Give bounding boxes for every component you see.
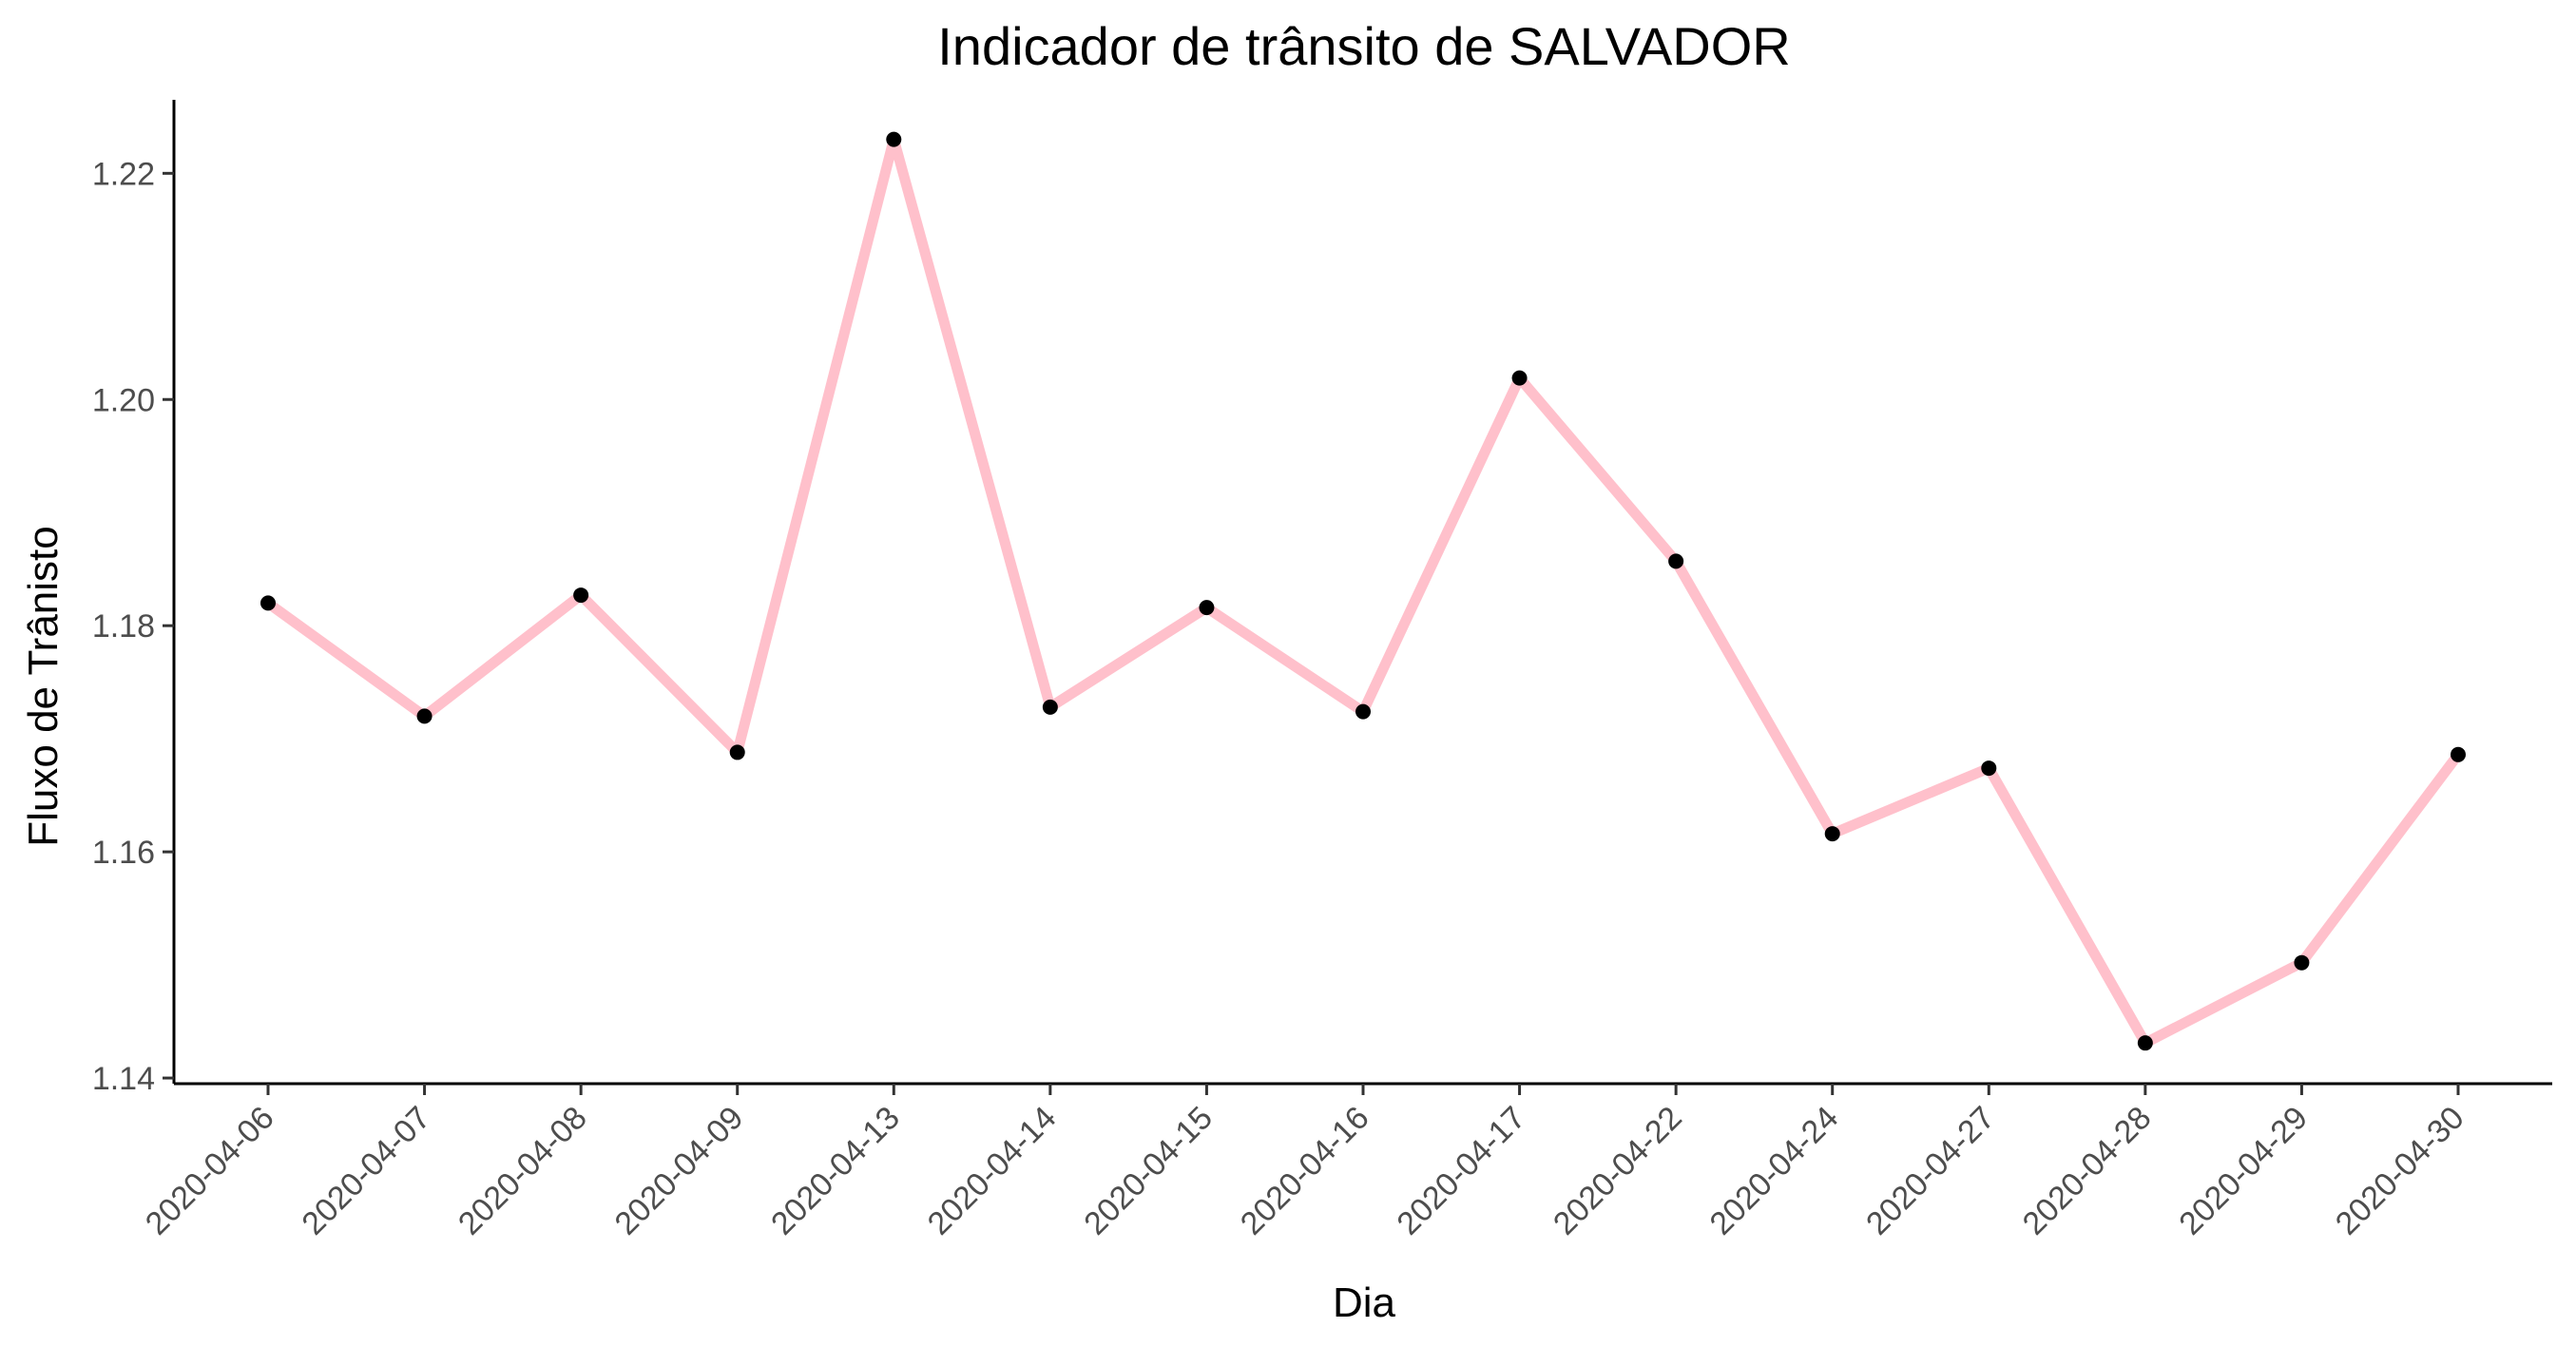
data-point [1668, 553, 1684, 569]
x-tick-label: 2020-04-15 [1077, 1100, 1220, 1242]
data-point [1042, 699, 1058, 715]
x-tick-label: 2020-04-07 [295, 1100, 437, 1242]
x-tick-label: 2020-04-13 [764, 1100, 907, 1242]
x-tick-label: 2020-04-14 [921, 1100, 1064, 1242]
x-tick-label: 2020-04-16 [1234, 1100, 1376, 1242]
y-tick-label: 1.22 [92, 156, 155, 192]
plot-area: 1.14 1.16 1.18 1.20 1.22 2020-04-06 2020-04-07… [92, 100, 2552, 1242]
x-tick-label: 2020-04-24 [1703, 1100, 1846, 1242]
x-tick-label: 2020-04-08 [452, 1100, 594, 1242]
x-tick-label: 2020-04-22 [1547, 1100, 1689, 1242]
x-tick-label: 2020-04-30 [2329, 1100, 2471, 1242]
data-point [1199, 600, 1215, 616]
x-tick-label: 2020-04-09 [608, 1100, 751, 1242]
x-tick-label: 2020-04-17 [1390, 1100, 1532, 1242]
x-tick-label: 2020-04-27 [1859, 1100, 2002, 1242]
data-point [886, 131, 902, 147]
x-tick-label: 2020-04-29 [2172, 1100, 2315, 1242]
data-point [1511, 370, 1528, 386]
y-tick-label: 1.16 [92, 835, 155, 871]
chart-title: Indicador de trânsito de SALVADOR [937, 16, 1791, 76]
data-point [2294, 954, 2310, 971]
data-point [729, 744, 745, 760]
data-point [1824, 826, 1840, 842]
x-tick-label: 2020-04-06 [139, 1100, 281, 1242]
data-point [573, 587, 589, 604]
data-point [416, 708, 433, 724]
series-line [262, 134, 2464, 1049]
y-tick-label: 1.20 [92, 382, 155, 418]
data-point [2451, 746, 2466, 762]
data-point [1981, 760, 1997, 777]
x-axis-title: Dia [1333, 1280, 1396, 1326]
y-tick-label: 1.14 [92, 1061, 155, 1097]
x-tick-label: 2020-04-28 [2016, 1100, 2159, 1242]
data-point [1355, 703, 1371, 720]
y-tick-label: 1.18 [92, 608, 155, 645]
data-point [2137, 1035, 2153, 1051]
data-point [260, 595, 276, 611]
y-axis-title: Fluxo de Trânisto [20, 526, 67, 847]
